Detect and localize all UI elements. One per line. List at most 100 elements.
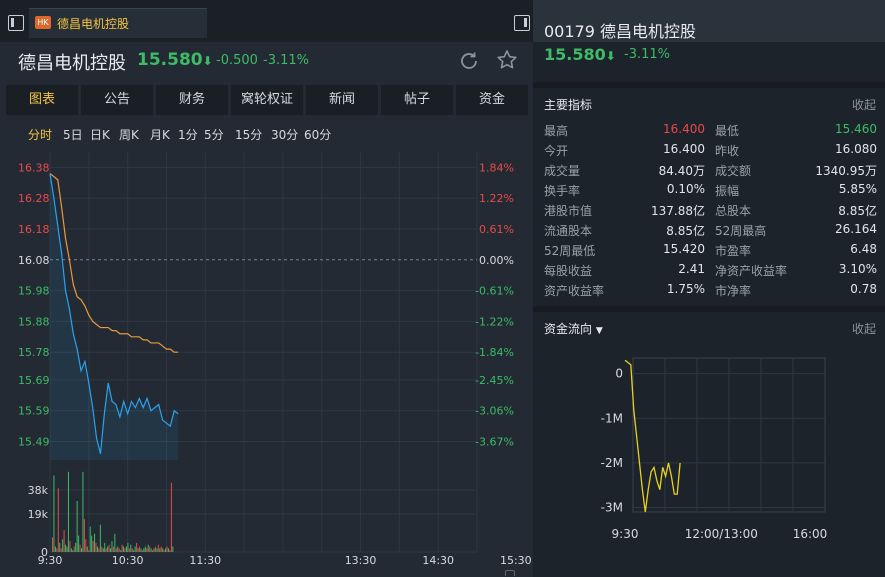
volume-bar xyxy=(141,550,143,552)
info-tab[interactable]: 资金 xyxy=(456,85,528,115)
sidebar-change-pct: -3.11% xyxy=(624,47,670,62)
x-tick-label: 9:30 xyxy=(38,554,63,567)
capital-flow-line xyxy=(624,359,681,513)
period-option[interactable]: 1分 xyxy=(178,128,198,142)
metrics-collapse-button[interactable]: 收起 xyxy=(851,98,876,112)
volume-bar xyxy=(136,542,138,552)
metric-label: 总股本 xyxy=(715,204,752,218)
info-tab[interactable]: 图表 xyxy=(6,85,78,115)
flow-y-tick-label: -1M xyxy=(601,411,623,425)
scroll-handle-icon[interactable] xyxy=(505,570,515,576)
metric-label: 资产收益率 xyxy=(544,284,605,298)
flow-title[interactable]: 资金流向 ▼ xyxy=(544,322,603,336)
metric-label: 振幅 xyxy=(715,184,740,198)
metrics-row: 港股市值 137.88亿 总股本 8.85亿 xyxy=(544,202,877,222)
info-tab[interactable]: 新闻 xyxy=(306,85,378,115)
flow-x-tick-label: 9:30 xyxy=(612,527,639,541)
y-pct-tick-label: 0.00% xyxy=(479,254,514,267)
volume-bar xyxy=(137,548,139,552)
metrics-row: 资产收益率 1.75% 市净率 0.78 xyxy=(544,282,877,302)
stock-tab-label: 德昌电机控股 xyxy=(57,17,130,31)
metric-value: 84.40万 xyxy=(658,164,705,178)
volume-bar xyxy=(169,550,171,552)
right-panel-toggle-icon[interactable] xyxy=(514,15,530,31)
volume-bar xyxy=(81,548,82,552)
divider xyxy=(533,82,885,88)
period-option[interactable]: 60分 xyxy=(304,128,332,142)
capital-flow-chart-svg: 0 -1M -2M -3M 9:30 12:00/13:00 16:00 xyxy=(601,357,827,541)
volume-bar xyxy=(144,546,146,552)
period-option[interactable]: 5日 xyxy=(63,128,83,142)
volume-bar xyxy=(79,544,81,552)
period-option[interactable]: 周K xyxy=(119,128,139,142)
volume-bar xyxy=(149,546,151,552)
price-change: -0.500 xyxy=(216,53,258,68)
info-tab[interactable]: 财务 xyxy=(156,85,228,115)
y-pct-tick-label: -0.61% xyxy=(475,285,514,298)
period-option[interactable]: 月K xyxy=(150,128,170,142)
down-arrow-icon: ⬇ xyxy=(605,49,616,63)
sidebar-stock-title: 00179 德昌电机控股 xyxy=(544,18,696,42)
metric-label: 换手率 xyxy=(544,184,581,198)
sidebar-stock-name: 德昌电机控股 xyxy=(600,22,697,41)
info-tab[interactable]: 帖子 xyxy=(381,85,453,115)
volume-tick-label: 0 xyxy=(41,546,48,559)
volume-bar xyxy=(60,548,62,552)
volume-bar xyxy=(139,546,140,552)
volume-bar xyxy=(99,524,101,552)
sidebar-price: 15.580⬇ xyxy=(544,45,616,64)
metrics-row: 52周最低 15.420 市盈率 6.48 xyxy=(544,242,877,262)
info-tab[interactable]: 公告 xyxy=(81,85,153,115)
y-pct-tick-label: -1.84% xyxy=(475,346,514,359)
volume-bar xyxy=(118,548,120,552)
volume-bar xyxy=(156,548,158,552)
volume-bar xyxy=(63,530,65,552)
flow-collapse-button[interactable]: 收起 xyxy=(851,322,876,336)
flow-x-tick-label: 12:00/13:00 xyxy=(685,527,758,541)
y-tick-label: 16.18 xyxy=(18,223,50,236)
period-option[interactable]: 15分 xyxy=(235,128,263,142)
info-tab[interactable]: 窝轮权证 xyxy=(231,85,303,115)
volume-bar xyxy=(57,488,59,552)
star-favorite-icon[interactable] xyxy=(496,49,518,74)
metric-value: 8.85亿 xyxy=(838,204,877,218)
volume-bar xyxy=(105,548,107,552)
capital-flow-chart: 0 -1M -2M -3M 9:30 12:00/13:00 16:00 xyxy=(533,340,885,550)
metric-label: 净资产收益率 xyxy=(715,264,788,278)
volume-bar xyxy=(62,539,64,552)
volume-bar xyxy=(146,548,148,552)
volume-bar xyxy=(98,548,100,552)
volume-bar xyxy=(112,546,114,552)
metric-label: 市净率 xyxy=(715,284,752,298)
metric-label: 市盈率 xyxy=(715,244,752,258)
sidebar-toggle-icon[interactable] xyxy=(8,15,24,31)
volume-bar xyxy=(88,550,90,552)
y-tick-label: 15.49 xyxy=(18,436,50,449)
volume-bar xyxy=(150,548,152,552)
volume-bar xyxy=(82,471,84,552)
metric-value: 1340.95万 xyxy=(815,164,877,178)
period-option[interactable]: 日K xyxy=(90,128,110,142)
average-price-line xyxy=(49,173,179,353)
divider xyxy=(533,306,885,312)
stock-price: 15.580⬇ xyxy=(137,50,213,70)
stock-tab[interactable]: HK 德昌电机控股 xyxy=(29,8,207,38)
volume-bar xyxy=(75,542,77,552)
metric-value: 137.88亿 xyxy=(651,204,705,218)
period-option[interactable]: 分时 xyxy=(28,128,53,142)
x-tick-label: 15:30 xyxy=(500,554,532,567)
flow-y-tick-label: -3M xyxy=(601,501,623,515)
period-option[interactable]: 5分 xyxy=(204,128,224,142)
y-tick-label: 15.98 xyxy=(18,285,50,298)
period-option[interactable]: 30分 xyxy=(271,128,299,142)
dropdown-caret-icon[interactable]: ▼ xyxy=(595,326,603,336)
metric-value: 1.75% xyxy=(666,282,705,296)
metric-value: 16.400 xyxy=(663,142,705,156)
info-tabs: 图表 公告 财务 窝轮权证 新闻 帖子 资金 xyxy=(6,85,528,115)
volume-bar xyxy=(123,546,125,552)
refresh-icon[interactable] xyxy=(458,50,480,75)
volume-bar xyxy=(102,548,104,552)
intraday-chart-svg[interactable]: 16.38 1.84% 16.28 1.22% 16.18 0.61% 16.08 0.00%… xyxy=(0,150,533,577)
intraday-chart[interactable]: 16.38 1.84% 16.28 1.22% 16.18 0.61% 16.08 0.00%… xyxy=(0,150,533,577)
volume-bar xyxy=(147,544,149,552)
